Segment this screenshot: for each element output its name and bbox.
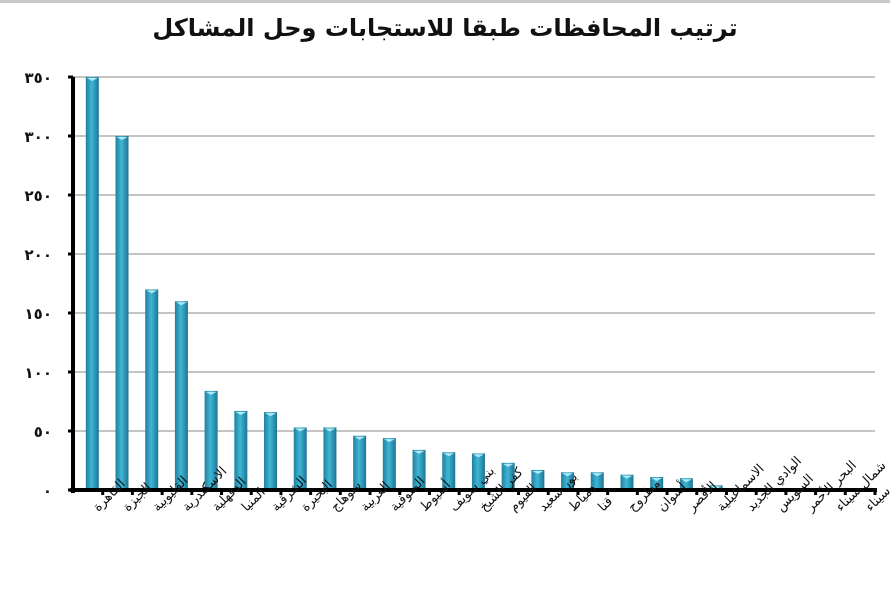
bar xyxy=(174,301,188,490)
top-border xyxy=(0,0,890,3)
chart-title: ترتيب المحافظات طبقا للاستجابات وحل المش… xyxy=(152,14,738,42)
bar xyxy=(382,438,396,490)
bar xyxy=(323,427,337,490)
bar xyxy=(204,390,218,490)
y-tick-label: ٣٠٠ xyxy=(25,128,52,146)
bar xyxy=(471,453,485,490)
y-tick-label: ٣٥٠ xyxy=(25,69,52,87)
axes xyxy=(70,77,877,495)
bar xyxy=(412,449,426,490)
gridlines xyxy=(73,76,875,432)
bar xyxy=(293,427,307,490)
y-tick-label: ٠ xyxy=(43,482,52,500)
y-tick-label: ٢٠٠ xyxy=(25,246,52,264)
bar xyxy=(442,452,456,490)
y-tick-label: ١٠٠ xyxy=(25,364,52,382)
bar xyxy=(531,469,545,490)
bar xyxy=(145,289,159,490)
bar xyxy=(561,472,575,490)
bar xyxy=(234,410,248,490)
y-tick-label: ٥٠ xyxy=(34,423,52,441)
bars xyxy=(85,77,723,490)
bar xyxy=(264,412,278,490)
bar xyxy=(353,435,367,490)
bar xyxy=(85,77,99,490)
bar xyxy=(115,136,129,490)
bar xyxy=(620,474,634,490)
y-tick-label: ٢٥٠ xyxy=(25,187,52,205)
y-axis-labels: ٠ ٥٠ ١٠٠ ١٥٠ ٢٠٠ ٢٥٠ ٣٠٠ ٣٥٠ xyxy=(25,69,73,500)
bar xyxy=(501,462,515,490)
bar xyxy=(679,478,693,490)
bar xyxy=(650,477,664,490)
y-tick-label: ١٥٠ xyxy=(25,305,52,323)
bar xyxy=(590,472,604,490)
x-tick-label: قنا xyxy=(595,494,616,515)
